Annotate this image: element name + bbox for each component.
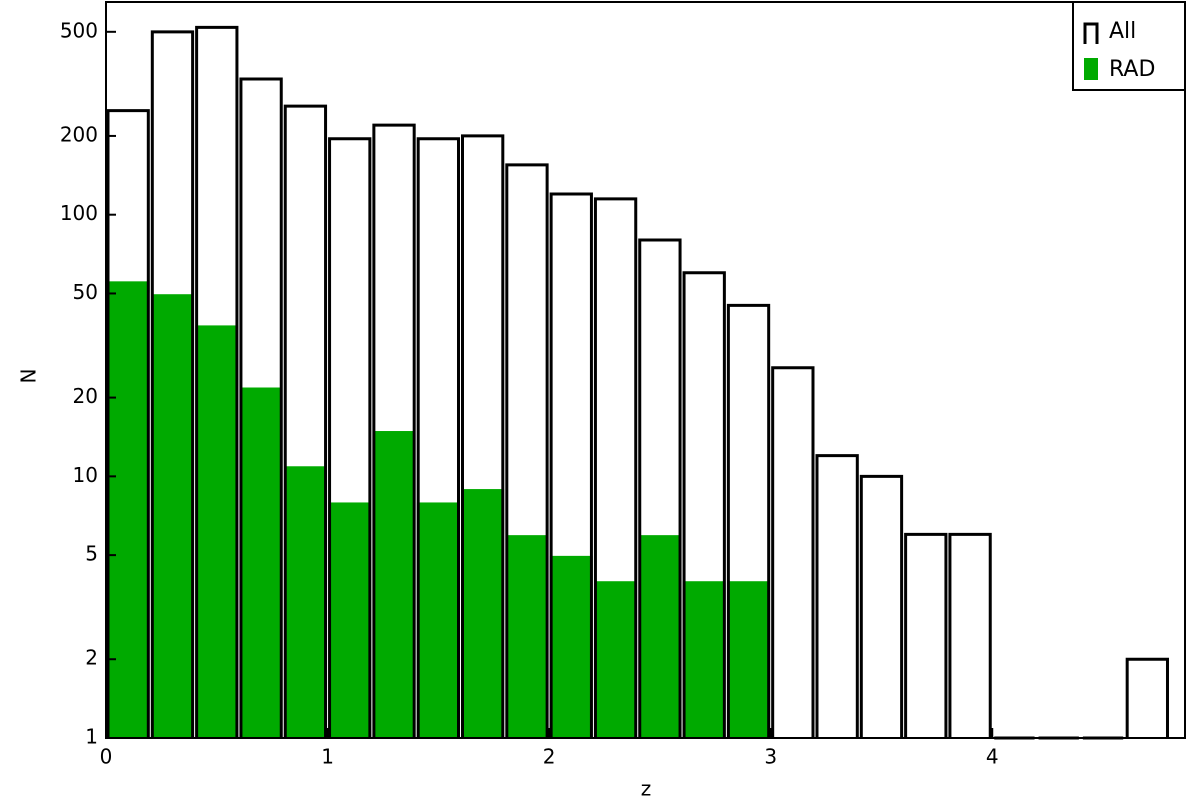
- legend-swatch: [1084, 58, 1098, 80]
- y-tick-label: 10: [73, 463, 98, 487]
- bar-outline: [771, 366, 815, 738]
- x-tick-label: 2: [543, 745, 556, 769]
- bar-outline: [106, 109, 150, 738]
- bar-outline: [549, 192, 593, 738]
- legend-box: [1072, 1, 1186, 91]
- bar-outline: [1125, 657, 1169, 738]
- bar-outline: [505, 163, 549, 738]
- y-axis-label: N: [17, 369, 41, 384]
- bar: [725, 579, 772, 739]
- bar: [636, 533, 683, 739]
- y-tick-label: 20: [73, 384, 98, 408]
- bar: [326, 500, 373, 739]
- bar: [371, 429, 417, 739]
- bar-outline: [283, 104, 328, 738]
- bar: [504, 533, 550, 739]
- bar-outline: [593, 197, 638, 738]
- y-tick-label: 200: [60, 122, 98, 146]
- x-axis-label: z: [641, 777, 652, 801]
- x-tick-label: 0: [100, 745, 113, 769]
- bar-outline: [859, 474, 904, 738]
- bar-outline: [682, 271, 726, 738]
- legend-label: RAD: [1109, 57, 1155, 82]
- bar-outline: [239, 77, 283, 738]
- y-tick-label: 1: [85, 725, 98, 749]
- y-tick-label: 50: [73, 280, 98, 304]
- bar: [415, 500, 462, 739]
- bar: [282, 464, 329, 739]
- bar: [681, 579, 728, 739]
- bar: [149, 292, 196, 739]
- bar-outline: [460, 134, 505, 738]
- bar-outline: [372, 123, 416, 738]
- bar: [238, 386, 284, 739]
- y-tick-label: 2: [85, 646, 98, 670]
- bar-outline: [815, 454, 859, 738]
- bar-outline: [150, 30, 195, 738]
- y-tick-label: 500: [60, 18, 98, 42]
- bar: [592, 579, 639, 739]
- bar: [459, 487, 506, 739]
- bar: [548, 554, 595, 739]
- y-tick-label: 100: [60, 201, 98, 225]
- bar-outline: [416, 137, 460, 738]
- x-tick-label: 1: [321, 745, 334, 769]
- bar-outline: [948, 532, 992, 738]
- bar-outline: [328, 137, 372, 738]
- bar-outline: [904, 532, 948, 738]
- y-tick-label: 5: [85, 542, 98, 566]
- plot-frame: [105, 1, 1186, 739]
- x-tick-label: 4: [986, 745, 999, 769]
- bar-outline: [195, 25, 239, 738]
- legend-swatch: [1083, 22, 1099, 44]
- legend-label: All: [1109, 19, 1136, 44]
- bar-outline: [726, 303, 771, 738]
- bar-outline: [638, 238, 682, 738]
- bar: [193, 323, 240, 739]
- bar: [105, 279, 152, 739]
- x-tick-label: 3: [764, 745, 777, 769]
